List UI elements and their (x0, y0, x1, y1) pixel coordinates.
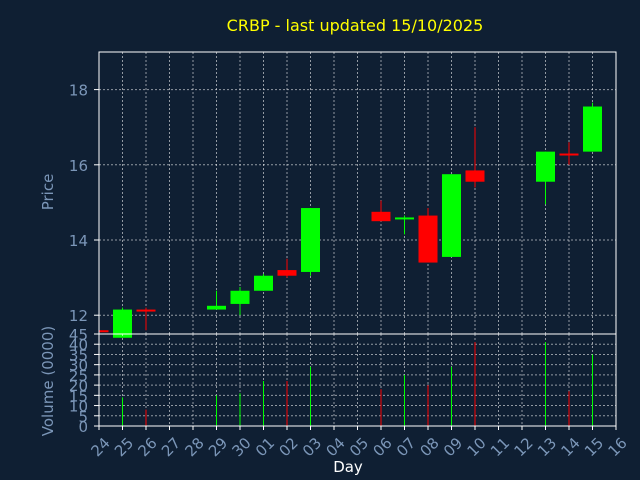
volume-y-tick-label: 20 (69, 377, 88, 395)
candle-body (277, 270, 297, 276)
candle (207, 290, 226, 310)
candle (465, 127, 485, 188)
candle-body (99, 330, 109, 333)
candle-body (442, 174, 461, 257)
volume-y-tick-label: 0 (78, 418, 88, 436)
candle (113, 307, 132, 338)
candle (418, 208, 438, 263)
candle-body (230, 290, 250, 304)
candle (277, 258, 297, 278)
price-y-tick-label: 16 (69, 157, 88, 175)
price-y-tick-label: 14 (69, 232, 88, 250)
candle-body (301, 208, 320, 272)
candle (301, 208, 320, 276)
volume-y-tick-label: 25 (69, 367, 88, 385)
x-axis-label: Day (333, 458, 363, 476)
candle (371, 200, 391, 222)
candle (254, 273, 273, 291)
candle (230, 287, 250, 316)
volume-y-tick-label: 15 (69, 387, 88, 405)
price-y-tick-label: 12 (69, 307, 88, 325)
volume-y-tick-label: 30 (69, 357, 88, 375)
price-y-tick-label: 18 (69, 82, 88, 100)
candle-body (559, 153, 579, 156)
candle-body (583, 106, 602, 152)
candle-body (465, 170, 485, 182)
volume-bars (122, 342, 593, 426)
candle-body (536, 151, 555, 182)
price-panel: 12 14 16 18 Price (39, 51, 617, 338)
chart-title: CRBP - last updated 15/10/2025 (227, 16, 484, 35)
volume-y-tick-label: 35 (69, 346, 88, 364)
candle (559, 142, 579, 165)
candle-body (395, 217, 414, 220)
candle (583, 102, 602, 152)
volume-y-tick-label: 5 (78, 408, 88, 426)
candle (395, 215, 414, 235)
volume-y-tick-label: 10 (69, 398, 88, 416)
price-y-ticks: 12 14 16 18 (69, 82, 99, 325)
volume-y-tick-label: 45 (69, 326, 88, 344)
candle (536, 151, 555, 205)
candle-body (136, 309, 156, 312)
candle-body (254, 275, 273, 291)
price-candles (98, 102, 602, 338)
volume-axis-label: Volume (0000) (39, 326, 57, 436)
candle (442, 174, 461, 257)
price-grid (99, 52, 616, 334)
candle-body (207, 305, 226, 310)
price-axis-label: Price (39, 174, 57, 211)
candle-body (418, 215, 438, 263)
candle (136, 307, 156, 331)
candle-body (113, 309, 132, 338)
volume-y-tick-label: 40 (69, 336, 88, 354)
candle-body (371, 211, 391, 222)
